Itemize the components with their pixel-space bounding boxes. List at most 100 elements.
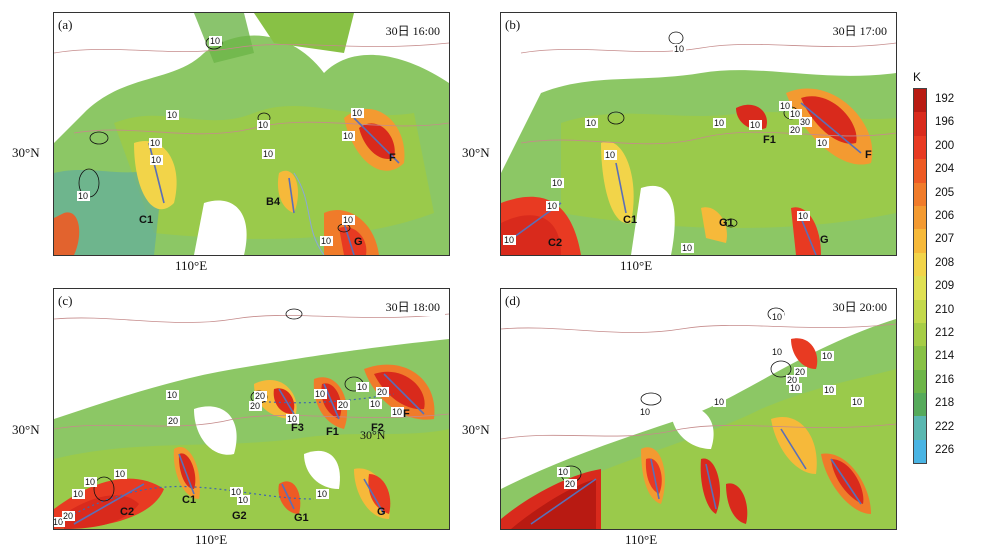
- lon-label-c: 110°E: [195, 532, 228, 547]
- svg-text:10: 10: [343, 215, 353, 225]
- svg-text:10: 10: [714, 118, 724, 128]
- svg-text:10: 10: [547, 201, 557, 211]
- colorbar-segment: [914, 182, 926, 206]
- colorbar-segment: [914, 89, 926, 113]
- lat-label-b: 30°N: [462, 145, 490, 160]
- svg-text:G1: G1: [294, 512, 309, 524]
- svg-text:F: F: [389, 152, 396, 164]
- svg-text:10: 10: [73, 489, 83, 499]
- svg-text:10: 10: [780, 101, 790, 111]
- svg-text:10: 10: [552, 178, 562, 188]
- svg-text:20: 20: [250, 401, 260, 411]
- svg-text:F: F: [403, 408, 410, 420]
- svg-text:20: 20: [565, 479, 575, 489]
- svg-text:10: 10: [151, 155, 161, 165]
- svg-text:G: G: [354, 236, 363, 248]
- svg-text:F3: F3: [291, 422, 304, 434]
- svg-text:10: 10: [586, 118, 596, 128]
- colorbar-segment: [914, 346, 926, 370]
- lon-label-d: 110°E: [625, 532, 658, 547]
- colorbar-tick-label: 214: [935, 350, 955, 363]
- colorbar-tick-label: 216: [935, 373, 955, 386]
- colorbar-tick-label: 205: [935, 186, 955, 199]
- svg-text:G: G: [820, 234, 829, 246]
- svg-text:F2: F2: [371, 422, 384, 434]
- colorbar-segment: [914, 205, 926, 230]
- panel-time-b: 30日 17:00: [827, 21, 892, 40]
- lon-label-b: 110°E: [620, 258, 653, 273]
- svg-text:10: 10: [772, 312, 782, 322]
- svg-text:10: 10: [317, 489, 327, 499]
- colorbar-tick-label: 204: [935, 163, 955, 176]
- svg-text:10: 10: [822, 351, 832, 361]
- svg-text:10: 10: [852, 397, 862, 407]
- colorbar-segment: [914, 439, 926, 464]
- svg-text:10: 10: [238, 495, 248, 505]
- svg-text:C2: C2: [120, 506, 134, 518]
- svg-text:20: 20: [338, 400, 348, 410]
- colorbar-segment: [914, 322, 926, 347]
- svg-text:10: 10: [772, 347, 782, 357]
- svg-text:10: 10: [817, 138, 827, 148]
- svg-text:10: 10: [167, 390, 177, 400]
- colorbar-tick-label: 212: [935, 327, 955, 339]
- svg-text:G1: G1: [719, 217, 734, 229]
- svg-text:20: 20: [63, 511, 73, 521]
- colorbar-tick-label: 200: [935, 139, 955, 152]
- panel-c: 10 10 20 10 20 10 20 10 20 10 20 10 10 1…: [53, 288, 450, 530]
- svg-text:10: 10: [115, 469, 125, 479]
- colorbar-scale: [913, 88, 927, 465]
- svg-text:10: 10: [287, 414, 297, 424]
- colorbar-segment: [914, 135, 926, 160]
- colorbar-tick-label: 192: [935, 93, 955, 105]
- satellite-map-d: 10 10 10 20 10 20 10 10 10 10 10 20: [501, 289, 896, 529]
- svg-text:C1: C1: [182, 494, 196, 506]
- svg-text:10: 10: [504, 235, 514, 245]
- colorbar: 192 196 200 204 205 206 207 208 209 210 212 214 216 2…: [913, 88, 954, 465]
- colorbar-tick-label: 210: [935, 303, 955, 316]
- colorbar-segment: [914, 393, 926, 417]
- colorbar-segment: [914, 159, 926, 183]
- panel-time-c: 30日 18:00: [380, 297, 445, 316]
- svg-text:20: 20: [377, 387, 387, 397]
- colorbar-segment: [914, 276, 926, 300]
- panel-label-c: (c): [58, 293, 73, 308]
- svg-text:10: 10: [352, 108, 362, 118]
- svg-text:F1: F1: [326, 426, 339, 438]
- colorbar-segment: [914, 369, 926, 394]
- colorbar-tick-label: 206: [935, 210, 955, 222]
- svg-text:10: 10: [750, 120, 760, 130]
- svg-text:10: 10: [558, 467, 568, 477]
- panel-label-a: (a): [58, 17, 73, 32]
- panel-label-d: (d): [505, 293, 521, 308]
- svg-text:10: 10: [231, 487, 241, 497]
- lat-label-c: 30°N: [12, 422, 40, 437]
- svg-text:10: 10: [263, 149, 273, 159]
- colorbar-segment: [914, 112, 926, 136]
- svg-text:10: 10: [790, 109, 800, 119]
- satellite-map-c: 10 10 20 10 20 10 20 10 20 10 20 10 10 1…: [54, 289, 449, 529]
- svg-text:20: 20: [168, 416, 178, 426]
- svg-text:F1: F1: [763, 134, 776, 146]
- panel-time-d: 30日 20:00: [827, 297, 892, 316]
- colorbar-tick-label: 218: [935, 397, 955, 410]
- colorbar-segment: [914, 252, 926, 277]
- panel-time-a: 30日 16:00: [380, 21, 445, 40]
- colorbar-segment: [914, 299, 926, 323]
- lon-label-a: 110°E: [175, 258, 208, 273]
- svg-text:C1: C1: [623, 214, 637, 226]
- svg-text:10: 10: [258, 120, 268, 130]
- svg-text:10: 10: [714, 397, 724, 407]
- svg-text:10: 10: [78, 191, 88, 201]
- inner-lat-label: 30°N: [360, 428, 386, 442]
- lat-label-d: 30°N: [462, 422, 490, 437]
- panel-b: 10 10 10 10 10 10 10 10 10 10 30 20 10 1…: [500, 12, 897, 256]
- svg-text:20: 20: [787, 375, 797, 385]
- colorbar-segment: [914, 229, 926, 253]
- colorbar-tick-label: 222: [935, 420, 955, 433]
- svg-text:10: 10: [674, 44, 684, 54]
- svg-text:20: 20: [790, 125, 800, 135]
- svg-text:G2: G2: [232, 510, 247, 522]
- svg-text:10: 10: [343, 131, 353, 141]
- colorbar-tick-label: 196: [935, 116, 955, 129]
